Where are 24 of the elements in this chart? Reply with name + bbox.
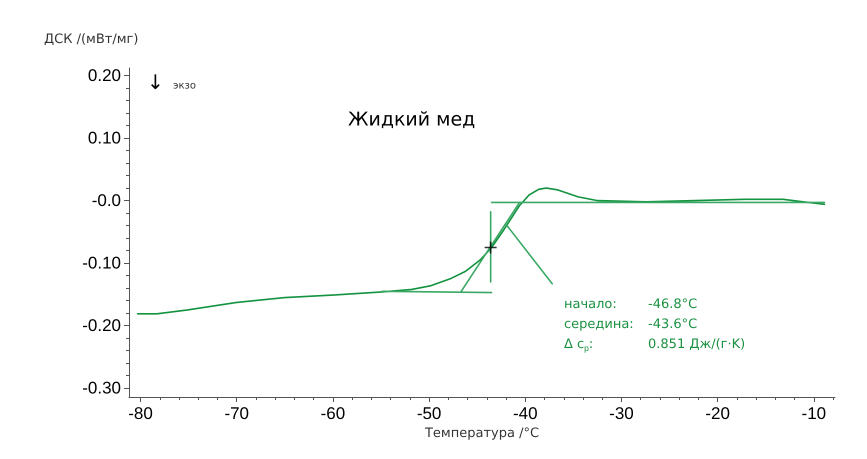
- annotation: 0.851 Дж/(г·K): [648, 337, 746, 352]
- x-tick-label: -50: [416, 404, 442, 423]
- x-tick-label: -70: [224, 404, 250, 423]
- annotation: начало:: [564, 297, 617, 312]
- y-tick-label: 0.20: [88, 66, 121, 86]
- x-tick-label: -60: [320, 404, 346, 423]
- x-tick-label: -80: [128, 404, 153, 423]
- annotation: -46.8°C: [648, 297, 698, 312]
- x-tick-label: -10: [802, 404, 826, 423]
- y-axis-title: ДСК /(мВт/мг): [44, 32, 138, 47]
- y-tick-label: -0.0: [92, 191, 121, 210]
- y-tick-label: -0.10: [82, 254, 121, 273]
- annotation: середина:: [564, 317, 634, 332]
- annotation: ↓: [147, 70, 164, 94]
- y-tick-label: 0.10: [88, 128, 121, 148]
- annotation: экзо: [173, 80, 196, 92]
- y-tick-label: -0.30: [82, 378, 121, 398]
- x-axis-title: Температура /°C: [424, 426, 540, 441]
- annotation: -43.6°C: [648, 317, 698, 332]
- x-tick-label: -20: [705, 404, 730, 423]
- y-tick-label: -0.20: [82, 316, 121, 336]
- text: Жидкий мед: [348, 108, 476, 130]
- x-tick-label: -30: [609, 404, 634, 423]
- x-tick-label: -40: [512, 404, 538, 423]
